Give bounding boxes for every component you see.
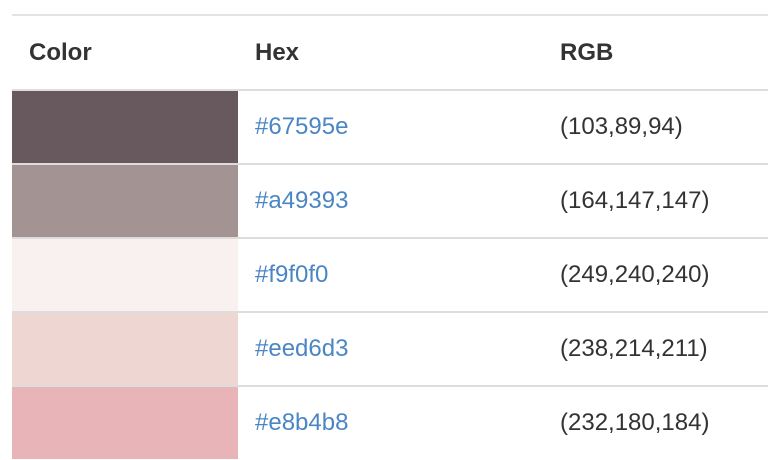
- table-body: #67595e (103,89,94) #a49393 (164,147,147…: [12, 90, 768, 459]
- hex-link[interactable]: #e8b4b8: [255, 409, 349, 436]
- hex-cell: #67595e: [238, 90, 543, 165]
- rgb-value: (238,214,211): [543, 312, 768, 387]
- column-header-rgb: RGB: [543, 16, 768, 91]
- hex-cell: #eed6d3: [238, 312, 543, 387]
- hex-link[interactable]: #eed6d3: [255, 335, 349, 362]
- color-swatch: [12, 91, 238, 163]
- swatch-cell: [12, 90, 238, 165]
- color-swatch: [12, 387, 238, 459]
- table-header: Color Hex RGB: [12, 16, 768, 91]
- rgb-value: (164,147,147): [543, 164, 768, 239]
- hex-link[interactable]: #67595e: [255, 113, 349, 140]
- hex-cell: #f9f0f0: [238, 238, 543, 313]
- rgb-value: (232,180,184): [560, 409, 710, 436]
- swatch-cell: [12, 164, 238, 239]
- table-row: #e8b4b8 (232,180,184): [12, 386, 768, 459]
- color-palette-table: Color Hex RGB #67595e (103,89,94): [12, 16, 768, 459]
- column-header-color: Color: [12, 16, 238, 91]
- hex-link[interactable]: #a49393: [255, 187, 349, 214]
- color-swatch: [12, 165, 238, 237]
- swatch-cell: [12, 238, 238, 313]
- color-palette-table-container: Color Hex RGB #67595e (103,89,94): [12, 14, 768, 460]
- color-swatch: [12, 239, 238, 311]
- hex-link[interactable]: #f9f0f0: [255, 261, 329, 288]
- rgb-value: (103,89,94): [543, 90, 768, 165]
- swatch-cell: [12, 386, 238, 459]
- rgb-value: (249,240,240): [543, 238, 768, 313]
- table-header-row: Color Hex RGB: [12, 16, 768, 91]
- swatch-cell: [12, 312, 238, 387]
- table-row: #a49393 (164,147,147): [12, 164, 768, 239]
- hex-cell: #a49393: [238, 164, 543, 239]
- table-row: #eed6d3 (238,214,211): [12, 312, 768, 387]
- column-header-hex: Hex: [238, 16, 543, 91]
- table-row: #f9f0f0 (249,240,240): [12, 238, 768, 313]
- hex-cell: #e8b4b8: [238, 386, 543, 459]
- table-row: #67595e (103,89,94): [12, 90, 768, 165]
- color-swatch: [12, 313, 238, 385]
